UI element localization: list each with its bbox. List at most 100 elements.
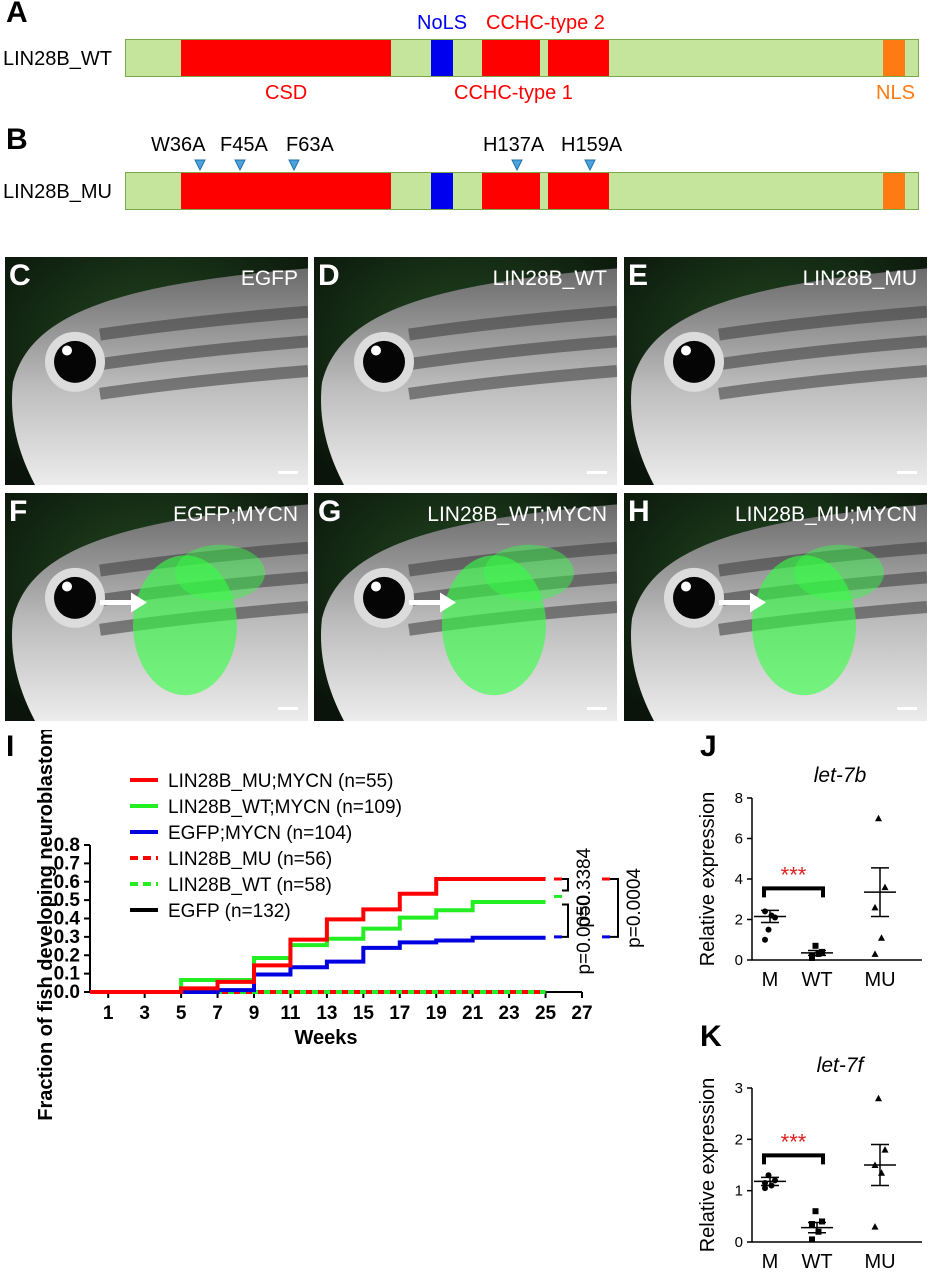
y-tick-label: 6 bbox=[735, 831, 743, 848]
eye-highlight bbox=[681, 345, 691, 356]
data-point bbox=[878, 1169, 885, 1176]
p-value-label: p=0.3384 bbox=[574, 847, 595, 927]
cchc1-domain bbox=[482, 173, 540, 209]
data-point bbox=[762, 908, 768, 915]
legend-label: LIN28B_WT;MYCN (n=109) bbox=[168, 797, 402, 818]
x-tick-label: 5 bbox=[176, 1003, 187, 1024]
series-line bbox=[90, 876, 546, 994]
fish-stripe bbox=[408, 335, 617, 371]
panel-a-letter: A bbox=[6, 0, 28, 29]
legend-label: LIN28B_MU (n=56) bbox=[168, 849, 332, 870]
fish-image-panel: F EGFP;MYCN bbox=[5, 493, 308, 721]
data-point bbox=[871, 950, 879, 957]
x-tick-label: 17 bbox=[389, 1003, 410, 1024]
fish-stripe bbox=[99, 335, 308, 371]
csd-label: CSD bbox=[265, 82, 308, 104]
y-tick-label: 0.4 bbox=[54, 909, 81, 930]
let7f-chart: let-7f 0 1 2 3 M WT MU Relative expression *** bbox=[697, 1054, 922, 1273]
nols-domain bbox=[431, 173, 453, 209]
data-point bbox=[881, 883, 889, 891]
y-tick-label: 1 bbox=[735, 1183, 743, 1200]
fish-stripe bbox=[408, 365, 617, 400]
x-tick-label: 27 bbox=[571, 1003, 592, 1024]
data-point bbox=[815, 950, 822, 957]
y-tick-label: 0.1 bbox=[54, 964, 81, 985]
x-tick-label: 19 bbox=[426, 1003, 447, 1024]
data-point bbox=[809, 1236, 815, 1243]
x-tick-label: 13 bbox=[316, 1003, 337, 1024]
fish-stripe bbox=[718, 335, 927, 371]
significance-stars: *** bbox=[781, 862, 807, 887]
panel-i-letter: I bbox=[6, 730, 15, 763]
fish-image bbox=[5, 493, 308, 721]
legend-label: LIN28B_MU;MYCN (n=55) bbox=[168, 771, 393, 792]
fish-image bbox=[5, 257, 308, 485]
y-tick-label: 0.5 bbox=[54, 890, 81, 911]
data-point bbox=[762, 936, 768, 943]
scale-bar bbox=[587, 471, 607, 474]
mu-row-label: LIN28B_MU bbox=[3, 181, 112, 203]
y-tick-label: 0.8 bbox=[54, 835, 80, 856]
data-point bbox=[812, 942, 819, 949]
fish-image bbox=[314, 493, 617, 721]
tumor-fluorescence bbox=[752, 555, 856, 696]
data-point bbox=[765, 926, 772, 933]
y-tick-label: 3 bbox=[735, 1080, 743, 1097]
chart-title: let-7b bbox=[814, 764, 867, 787]
x-tick-label: 9 bbox=[249, 1003, 260, 1024]
fish-stripe bbox=[408, 305, 617, 341]
data-point bbox=[762, 1185, 768, 1192]
y-tick-label: 0.7 bbox=[54, 853, 80, 874]
x-tick-label: 11 bbox=[280, 1003, 301, 1024]
category-label: MU bbox=[864, 1251, 895, 1273]
data-point bbox=[809, 954, 815, 961]
arrow-icon bbox=[440, 592, 456, 613]
mutation-label: F63A bbox=[286, 134, 334, 156]
panel-genotype-label: LIN28B_MU bbox=[802, 267, 917, 290]
tumor-fluorescence bbox=[133, 555, 237, 696]
legend-label: EGFP;MYCN (n=104) bbox=[168, 823, 352, 844]
mutation-marker bbox=[584, 159, 596, 172]
category-label: WT bbox=[801, 969, 832, 991]
arrow-icon bbox=[131, 592, 147, 613]
chart-title: let-7f bbox=[817, 1054, 866, 1077]
y-tick-label: 0.3 bbox=[54, 927, 80, 948]
y-tick-label: 2 bbox=[735, 1131, 743, 1148]
eye-highlight bbox=[681, 581, 691, 592]
fish-image bbox=[624, 257, 927, 485]
category-label: WT bbox=[801, 1251, 832, 1273]
y-tick-label: 0.0 bbox=[54, 982, 80, 1003]
lin28b-mu-bar bbox=[125, 172, 919, 210]
data-point bbox=[815, 1228, 822, 1235]
data-point bbox=[819, 948, 825, 955]
mutation-label: H159A bbox=[561, 134, 623, 156]
x-tick-label: 23 bbox=[499, 1003, 520, 1024]
significance-stars: *** bbox=[781, 1129, 807, 1154]
significance-bracket bbox=[762, 1153, 825, 1165]
cchc2-domain bbox=[548, 40, 609, 76]
cchc2-label: CCHC-type 2 bbox=[486, 12, 605, 34]
x-tick-label: 3 bbox=[139, 1003, 150, 1024]
panel-letter: G bbox=[318, 495, 342, 528]
data-point bbox=[878, 934, 885, 941]
legend-label: LIN28B_WT (n=58) bbox=[168, 875, 332, 896]
csd-domain bbox=[181, 173, 391, 209]
fish-pupil bbox=[54, 576, 96, 619]
fish-stripe bbox=[718, 305, 927, 341]
x-tick-label: 7 bbox=[212, 1003, 223, 1024]
data-point bbox=[871, 903, 879, 911]
wt-row-label: LIN28B_WT bbox=[3, 48, 112, 70]
mutation-label: W36A bbox=[151, 134, 206, 156]
fish-stripe bbox=[408, 541, 617, 577]
eye-highlight bbox=[371, 581, 381, 592]
fish-image-panel: E LIN28B_MU bbox=[624, 257, 927, 485]
y-tick-label: 2 bbox=[735, 912, 743, 929]
tumor-fluorescence bbox=[794, 544, 884, 601]
panel-letter: C bbox=[9, 259, 31, 292]
data-point bbox=[812, 1208, 819, 1215]
data-point bbox=[875, 1094, 882, 1102]
panel-letter: E bbox=[628, 259, 649, 292]
mutation-label: H137A bbox=[483, 134, 545, 156]
fish-pupil bbox=[673, 340, 715, 383]
fish-stripe bbox=[99, 305, 308, 341]
